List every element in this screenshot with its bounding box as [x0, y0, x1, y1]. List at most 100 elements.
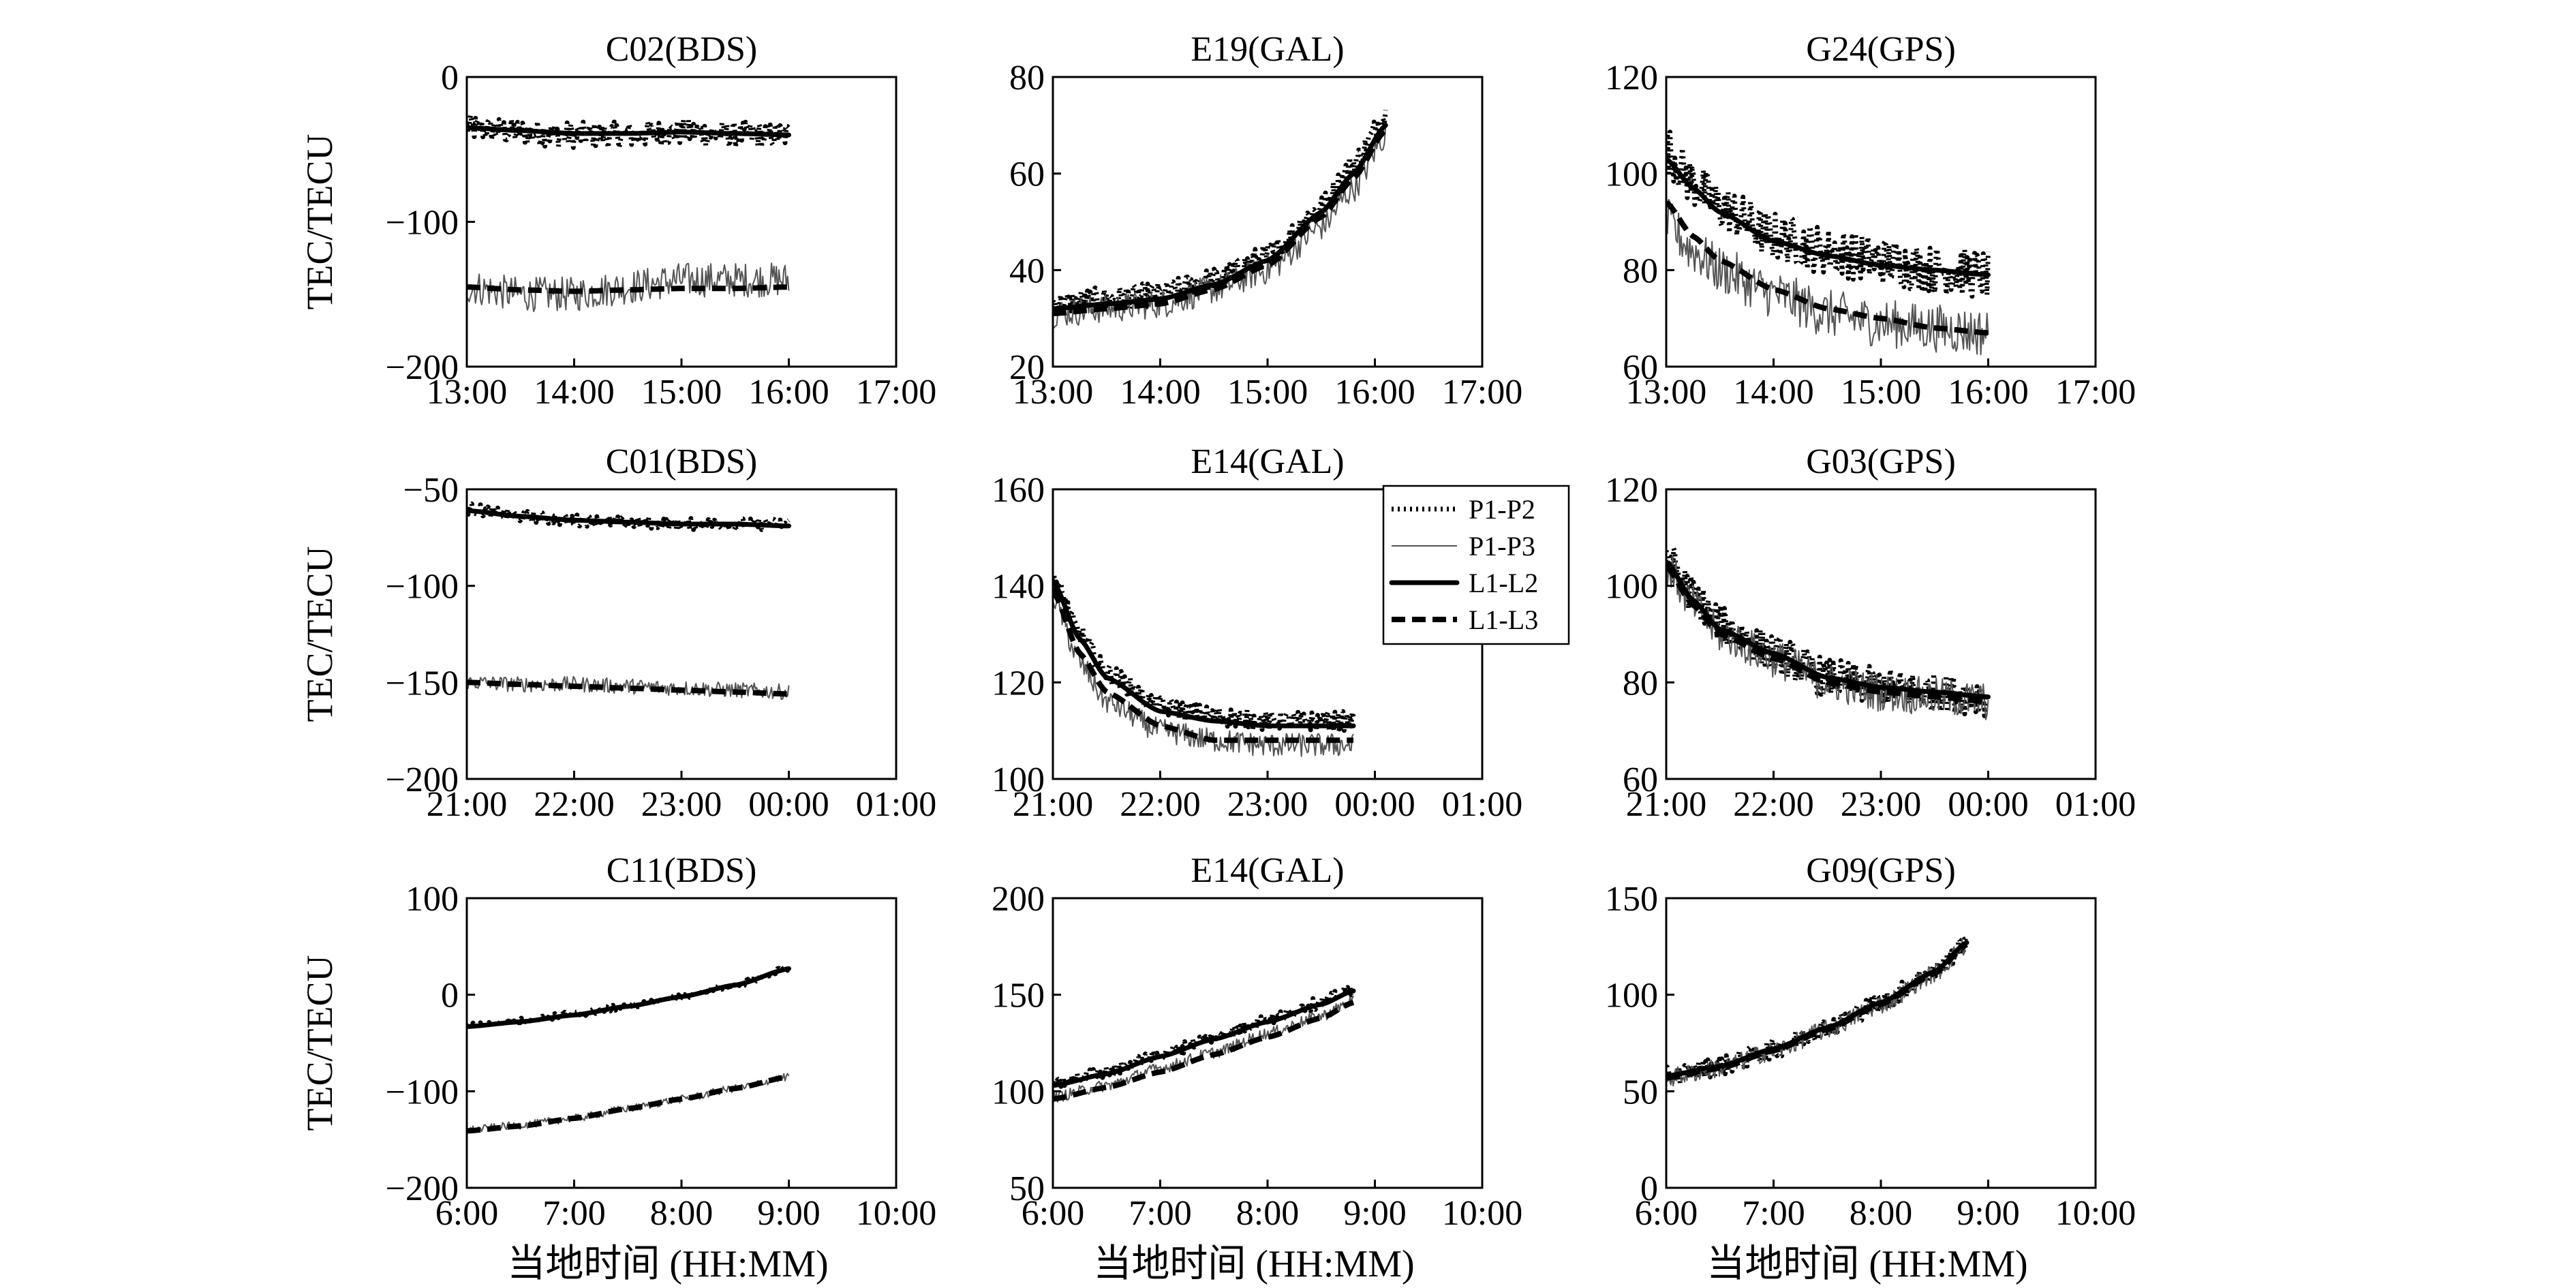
series-p1-p3 [467, 262, 790, 312]
x-tick-label: 01:00 [1442, 785, 1522, 824]
plot-area [467, 112, 791, 312]
series-l1-l3 [1053, 589, 1354, 743]
x-tick-label: 21:00 [1626, 785, 1706, 824]
y-tick-label: 100 [992, 1073, 1045, 1111]
y-tick-label: 120 [1605, 471, 1658, 510]
series-p1-p3 [1666, 938, 1967, 1087]
x-tick-label: 17:00 [2055, 373, 2136, 412]
plot-frame [1665, 76, 2097, 368]
series-l1-l2 [1053, 988, 1356, 1088]
y-tick-label: 80 [1623, 251, 1658, 290]
subplot-title: C02(BDS) [606, 30, 757, 69]
subplot: 6:00 7:00 8:00 9:00 10:00 0 50 100 150 G09(GPS) 当地… [1605, 851, 2136, 1285]
subplot-title: C01(BDS) [606, 442, 757, 481]
series-l1-l3 [1053, 127, 1388, 317]
x-tick-label: 01:00 [2055, 785, 2136, 824]
subplot-title: E14(GAL) [1191, 442, 1344, 481]
series-p1-p2 [467, 112, 791, 151]
series-p1-p2 [467, 964, 791, 1030]
subplot: 21:00 22:00 23:00 00:00 01:00 −200 −150 −100 −50… [299, 442, 936, 824]
plot-area [1666, 129, 1991, 356]
plot-area [1666, 934, 1969, 1087]
y-tick-label: 60 [1009, 155, 1045, 194]
series-l1-l3 [467, 679, 789, 697]
series-l1-l3 [1666, 942, 1968, 1081]
y-tick-label: −50 [403, 471, 459, 510]
x-tick-label: 7:00 [1129, 1194, 1191, 1233]
series-p1-p3 [467, 675, 790, 701]
y-tick-label: 200 [992, 880, 1045, 919]
subplot: 6:00 7:00 8:00 9:00 10:00 50 100 150 200 E14(GAL)… [992, 851, 1522, 1285]
series-l1-l3 [467, 1074, 790, 1134]
y-tick-label: 0 [441, 977, 459, 1015]
x-tick-label: 6:00 [435, 1194, 498, 1233]
x-tick-label: 13:00 [427, 373, 507, 412]
x-tick-label: 16:00 [1948, 373, 2028, 412]
plot-area [1666, 545, 1991, 720]
x-tick-label: 13:00 [1013, 373, 1093, 412]
x-tick-label: 14:00 [534, 373, 614, 412]
y-tick-label: 120 [1605, 59, 1658, 97]
plot-area [1053, 571, 1356, 757]
plot-frame [1665, 897, 2097, 1189]
y-tick-label: 100 [992, 761, 1045, 799]
y-tick-label: −200 [386, 1169, 459, 1208]
x-tick-label: 10:00 [2055, 1194, 2136, 1233]
subplot-title: C11(BDS) [607, 851, 757, 890]
x-tick-label: 15:00 [1227, 373, 1308, 412]
x-tick-label: 9:00 [1957, 1194, 2019, 1233]
y-tick-label: 150 [992, 977, 1045, 1015]
y-tick-label: −100 [386, 568, 459, 607]
x-tick-label: 22:00 [1733, 785, 1813, 824]
subplot: 13:00 14:00 15:00 16:00 17:00 −200 −100 0 C02(BD… [299, 30, 936, 412]
y-tick-label: 0 [441, 59, 459, 97]
x-tick-label: 9:00 [1343, 1194, 1406, 1233]
x-tick-label: 16:00 [748, 373, 829, 412]
series-p1-p2 [1053, 571, 1356, 733]
y-tick-label: 80 [1623, 664, 1658, 703]
x-tick-label: 15:00 [641, 373, 722, 412]
y-tick-label: 100 [1605, 155, 1658, 194]
series-l1-l2 [1666, 559, 1991, 700]
x-tick-label: 23:00 [641, 785, 722, 824]
x-tick-label: 14:00 [1120, 373, 1200, 412]
series-p1-p3 [1666, 552, 1989, 720]
subplot: 21:00 22:00 23:00 00:00 01:00 100 120 140 160 E14… [992, 442, 1570, 824]
y-tick-label: 140 [992, 568, 1045, 607]
x-tick-label: 23:00 [1227, 785, 1308, 824]
y-axis-label: TEC/TECU [299, 134, 340, 310]
y-tick-label: 120 [992, 664, 1045, 703]
y-axis-label: TEC/TECU [299, 955, 340, 1131]
series-l1-l2 [467, 966, 791, 1029]
legend: P1-P2 P1-P3 L1-L2 L1-L3 [1382, 485, 1570, 645]
plot-area [1053, 984, 1356, 1103]
x-tick-label: 00:00 [748, 785, 829, 824]
subplot-title: E19(GAL) [1191, 30, 1344, 69]
x-tick-label: 17:00 [1442, 373, 1522, 412]
subplot-title: G03(GPS) [1806, 442, 1956, 481]
plot-area [1053, 110, 1388, 329]
x-tick-label: 00:00 [1334, 785, 1415, 824]
x-tick-label: 22:00 [1120, 785, 1200, 824]
y-tick-label: 50 [1623, 1073, 1658, 1111]
series-p1-p2 [1053, 984, 1356, 1089]
legend-label: L1-L2 [1469, 568, 1538, 598]
y-axis-label: TEC/TECU [299, 547, 340, 722]
x-tick-label: 7:00 [1742, 1194, 1805, 1233]
subplot-title: G09(GPS) [1806, 851, 1956, 890]
series-l1-l3 [1666, 564, 1989, 705]
plot-area [467, 501, 791, 701]
series-l1-l3 [1666, 200, 1989, 336]
series-l1-l2 [1053, 579, 1356, 729]
x-tick-label: 6:00 [1022, 1194, 1084, 1233]
y-tick-label: 150 [1605, 880, 1658, 919]
x-tick-label: 14:00 [1733, 373, 1813, 412]
plot-frame [1052, 897, 1484, 1189]
y-tick-label: −150 [386, 664, 459, 703]
y-tick-label: 160 [992, 471, 1045, 510]
y-tick-label: 50 [1009, 1169, 1045, 1208]
x-tick-label: 10:00 [856, 1194, 936, 1233]
legend-label: P1-P2 [1469, 494, 1535, 525]
subplot: 13:00 14:00 15:00 16:00 17:00 60 80 100 120 G24(G… [1605, 30, 2136, 412]
x-tick-label: 15:00 [1841, 373, 1921, 412]
